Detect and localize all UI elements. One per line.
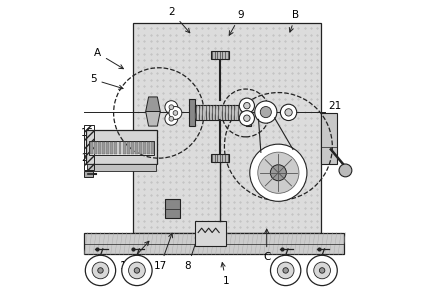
Bar (211, 154, 229, 162)
Bar (189, 99, 194, 126)
Circle shape (239, 111, 254, 126)
Circle shape (134, 268, 140, 273)
Text: B: B (289, 10, 299, 32)
Polygon shape (146, 97, 160, 112)
Circle shape (270, 165, 286, 181)
Circle shape (280, 104, 297, 120)
Bar (139, 142, 142, 154)
Circle shape (85, 255, 116, 286)
Circle shape (283, 268, 288, 273)
Text: 21: 21 (326, 101, 342, 133)
Bar (119, 142, 121, 154)
Circle shape (339, 164, 352, 177)
Circle shape (244, 115, 250, 121)
Bar (321, 113, 337, 164)
Circle shape (255, 101, 277, 123)
Text: 16: 16 (120, 241, 149, 271)
Bar (90, 142, 93, 154)
Bar (123, 142, 125, 154)
Circle shape (122, 255, 152, 286)
Bar (85, 233, 344, 254)
Circle shape (258, 152, 299, 193)
Text: A: A (94, 48, 124, 69)
Circle shape (169, 116, 174, 121)
Circle shape (239, 98, 254, 113)
Bar (98, 142, 101, 154)
Bar (151, 142, 154, 154)
Circle shape (165, 101, 178, 114)
Bar (132, 23, 321, 233)
Circle shape (128, 262, 145, 279)
Text: 1: 1 (221, 263, 229, 286)
Bar (147, 142, 150, 154)
Bar (194, 105, 245, 120)
Circle shape (250, 144, 307, 201)
Bar (143, 142, 146, 154)
Circle shape (244, 103, 250, 109)
Circle shape (307, 255, 337, 286)
Circle shape (319, 268, 325, 273)
Bar (106, 142, 109, 154)
Bar (110, 142, 113, 154)
Circle shape (169, 105, 174, 110)
Polygon shape (146, 112, 160, 126)
Bar (102, 142, 105, 154)
Circle shape (277, 262, 294, 279)
Bar (165, 199, 180, 218)
Bar (94, 142, 97, 154)
Text: 20: 20 (81, 153, 100, 163)
Circle shape (271, 255, 301, 286)
Bar (114, 142, 117, 154)
Bar (89, 141, 154, 155)
Circle shape (98, 268, 103, 273)
Text: 15: 15 (81, 128, 100, 138)
Circle shape (260, 107, 272, 117)
Bar (85, 125, 94, 170)
Circle shape (92, 262, 109, 279)
Bar (127, 142, 130, 154)
Circle shape (169, 107, 182, 119)
Circle shape (173, 111, 178, 115)
Circle shape (314, 262, 330, 279)
Bar (135, 142, 138, 154)
Text: 2: 2 (169, 7, 190, 33)
Bar (87, 164, 156, 171)
Text: 9: 9 (229, 10, 244, 35)
Bar (211, 51, 229, 59)
Bar (84, 171, 93, 177)
Text: 5: 5 (90, 74, 123, 89)
Bar (245, 99, 251, 126)
Text: 17: 17 (154, 233, 173, 271)
Text: 8: 8 (185, 235, 199, 271)
Bar (195, 221, 226, 246)
Bar (86, 130, 157, 164)
Bar (131, 142, 134, 154)
Circle shape (285, 109, 292, 116)
Text: C: C (263, 229, 270, 262)
Circle shape (165, 113, 178, 125)
